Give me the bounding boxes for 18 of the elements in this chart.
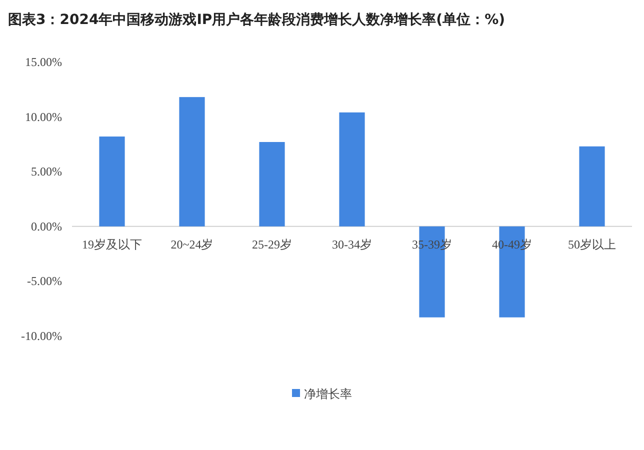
legend-label: 净增长率 <box>304 387 352 401</box>
bar <box>99 136 125 226</box>
y-tick-label: -10.00% <box>21 329 62 343</box>
x-tick-label: 50岁以上 <box>568 237 616 252</box>
chart-title: 图表3：2024年中国移动游戏IP用户各年龄段消费增长人数净增长率(单位：%) <box>8 11 505 28</box>
x-tick-label: 30-34岁 <box>332 237 372 252</box>
y-tick-label: 5.00% <box>31 164 62 179</box>
y-tick-label: -5.00% <box>27 274 62 288</box>
y-tick-label: 0.00% <box>31 219 62 234</box>
bar <box>179 97 205 226</box>
y-tick-label: 10.00% <box>25 110 62 124</box>
bar <box>259 142 285 226</box>
x-tick-label: 20~24岁 <box>170 237 214 252</box>
x-tick-label: 19岁及以下 <box>82 237 142 252</box>
bar <box>579 146 605 226</box>
y-tick-label: 15.00% <box>25 55 62 69</box>
bar <box>339 112 365 226</box>
x-tick-label: 25-29岁 <box>252 237 292 252</box>
